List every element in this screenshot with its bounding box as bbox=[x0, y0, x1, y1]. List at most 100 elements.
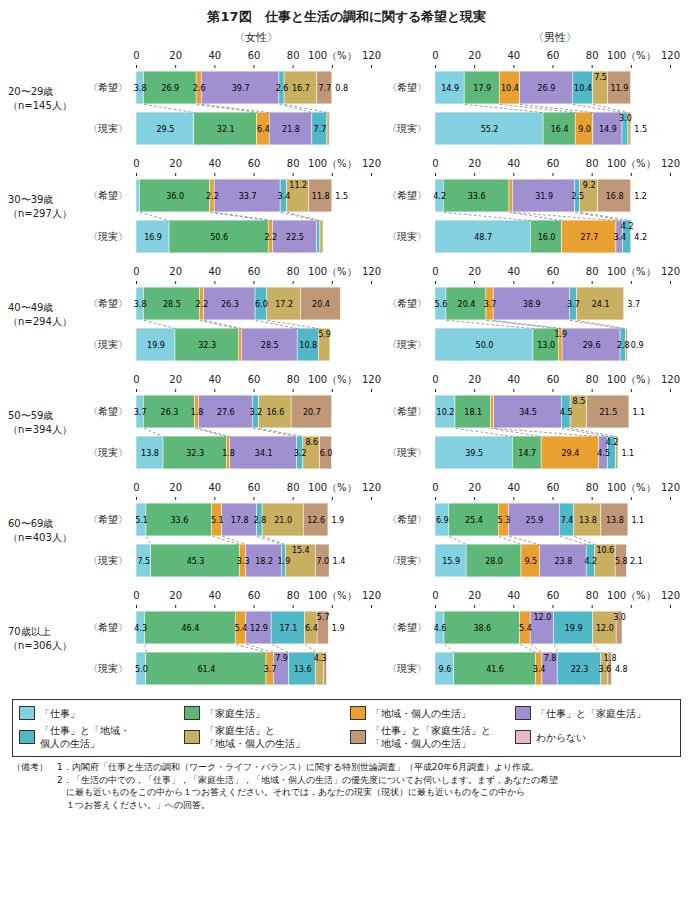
svg-text:3.4: 3.4 bbox=[533, 665, 546, 674]
svg-text:1.5: 1.5 bbox=[335, 192, 348, 201]
svg-text:60: 60 bbox=[547, 266, 560, 277]
svg-text:1.1: 1.1 bbox=[631, 516, 644, 525]
svg-text:11.8: 11.8 bbox=[312, 192, 330, 201]
svg-text:10.6: 10.6 bbox=[596, 546, 614, 555]
svg-text:1.8: 1.8 bbox=[191, 408, 204, 417]
svg-text:39.5: 39.5 bbox=[465, 449, 483, 458]
svg-text:120: 120 bbox=[661, 374, 680, 385]
svg-text:26.9: 26.9 bbox=[538, 84, 556, 93]
svg-text:32.3: 32.3 bbox=[186, 449, 204, 458]
svg-text:5.0: 5.0 bbox=[135, 665, 148, 674]
svg-text:60: 60 bbox=[547, 158, 560, 169]
svg-text:39.7: 39.7 bbox=[232, 84, 250, 93]
svg-text:20: 20 bbox=[169, 590, 182, 601]
svg-text:〈現実〉: 〈現実〉 bbox=[88, 231, 128, 242]
svg-text:5.3: 5.3 bbox=[498, 516, 511, 525]
svg-text:40: 40 bbox=[507, 158, 520, 169]
svg-text:29.5: 29.5 bbox=[156, 125, 174, 134]
svg-text:〈現実〉: 〈現実〉 bbox=[387, 231, 427, 242]
svg-text:120: 120 bbox=[661, 590, 680, 601]
svg-text:〈希望〉: 〈希望〉 bbox=[387, 82, 427, 93]
svg-text:33.7: 33.7 bbox=[239, 192, 257, 201]
svg-text:50.6: 50.6 bbox=[210, 233, 228, 242]
svg-text:〈希望〉: 〈希望〉 bbox=[88, 406, 128, 417]
svg-text:80: 80 bbox=[586, 590, 599, 601]
svg-text:100（%）: 100（%） bbox=[308, 590, 357, 601]
svg-text:31.9: 31.9 bbox=[535, 192, 553, 201]
svg-text:100（%）: 100（%） bbox=[607, 158, 656, 169]
svg-text:60: 60 bbox=[248, 590, 261, 601]
svg-text:2.2: 2.2 bbox=[196, 300, 209, 309]
svg-text:41.6: 41.6 bbox=[486, 665, 504, 674]
svg-text:26.9: 26.9 bbox=[161, 84, 179, 93]
svg-text:〈希望〉: 〈希望〉 bbox=[387, 406, 427, 417]
svg-text:29.4: 29.4 bbox=[562, 449, 580, 458]
svg-text:〈希望〉: 〈希望〉 bbox=[387, 190, 427, 201]
svg-text:12.0: 12.0 bbox=[596, 624, 614, 633]
svg-text:0: 0 bbox=[133, 374, 139, 385]
svg-text:2.2: 2.2 bbox=[264, 233, 277, 242]
svg-text:16.7: 16.7 bbox=[292, 84, 310, 93]
svg-text:16.6: 16.6 bbox=[266, 408, 284, 417]
svg-text:60: 60 bbox=[248, 482, 261, 493]
svg-text:45.3: 45.3 bbox=[187, 557, 205, 566]
svg-text:5.4: 5.4 bbox=[519, 624, 532, 633]
svg-text:0: 0 bbox=[133, 50, 139, 61]
svg-text:100（%）: 100（%） bbox=[308, 158, 357, 169]
svg-text:40: 40 bbox=[208, 158, 221, 169]
svg-text:27.6: 27.6 bbox=[217, 408, 235, 417]
svg-text:16.9: 16.9 bbox=[144, 233, 162, 242]
svg-text:33.6: 33.6 bbox=[468, 192, 486, 201]
svg-text:7.8: 7.8 bbox=[544, 654, 557, 663]
svg-text:40: 40 bbox=[507, 374, 520, 385]
svg-text:12.6: 12.6 bbox=[307, 516, 325, 525]
svg-text:3.7: 3.7 bbox=[627, 300, 640, 309]
svg-text:12.9: 12.9 bbox=[250, 624, 268, 633]
svg-text:〈現実〉: 〈現実〉 bbox=[387, 555, 427, 566]
svg-text:120: 120 bbox=[661, 50, 680, 61]
svg-text:13.8: 13.8 bbox=[141, 449, 159, 458]
svg-text:5.4: 5.4 bbox=[235, 624, 248, 633]
svg-text:1.1: 1.1 bbox=[621, 449, 634, 458]
svg-text:21.0: 21.0 bbox=[274, 516, 292, 525]
svg-text:27.7: 27.7 bbox=[580, 233, 598, 242]
svg-text:10.2: 10.2 bbox=[437, 408, 455, 417]
svg-text:15.9: 15.9 bbox=[442, 557, 460, 566]
svg-text:1.9: 1.9 bbox=[277, 557, 290, 566]
svg-text:2.1: 2.1 bbox=[630, 557, 643, 566]
svg-text:9.5: 9.5 bbox=[524, 557, 537, 566]
svg-text:1.1: 1.1 bbox=[632, 408, 645, 417]
svg-text:6.4: 6.4 bbox=[305, 624, 318, 633]
svg-text:29.6: 29.6 bbox=[583, 341, 601, 350]
svg-text:80: 80 bbox=[287, 50, 300, 61]
svg-text:3.7: 3.7 bbox=[567, 300, 580, 309]
svg-text:60: 60 bbox=[248, 374, 261, 385]
svg-text:20: 20 bbox=[169, 266, 182, 277]
svg-text:20: 20 bbox=[468, 482, 481, 493]
svg-text:100（%）: 100（%） bbox=[308, 374, 357, 385]
svg-text:4.8: 4.8 bbox=[615, 665, 628, 674]
svg-text:〈現実〉: 〈現実〉 bbox=[387, 123, 427, 134]
svg-text:100（%）: 100（%） bbox=[308, 50, 357, 61]
svg-text:14.9: 14.9 bbox=[599, 125, 617, 134]
svg-text:18.2: 18.2 bbox=[255, 557, 273, 566]
svg-text:40: 40 bbox=[507, 482, 520, 493]
svg-text:8.5: 8.5 bbox=[573, 397, 586, 406]
svg-text:40: 40 bbox=[507, 590, 520, 601]
svg-text:100（%）: 100（%） bbox=[607, 482, 656, 493]
svg-text:26.3: 26.3 bbox=[221, 300, 239, 309]
svg-text:40: 40 bbox=[208, 374, 221, 385]
svg-text:21.8: 21.8 bbox=[282, 125, 300, 134]
svg-text:10.4: 10.4 bbox=[574, 84, 592, 93]
svg-text:1.9: 1.9 bbox=[331, 516, 344, 525]
svg-text:38.9: 38.9 bbox=[523, 300, 541, 309]
svg-text:80: 80 bbox=[586, 158, 599, 169]
svg-text:5.6: 5.6 bbox=[435, 300, 448, 309]
svg-text:40: 40 bbox=[208, 266, 221, 277]
svg-text:7.9: 7.9 bbox=[275, 654, 288, 663]
svg-text:50.0: 50.0 bbox=[476, 341, 494, 350]
svg-text:34.5: 34.5 bbox=[519, 408, 537, 417]
svg-text:6.0: 6.0 bbox=[320, 449, 333, 458]
svg-text:120: 120 bbox=[661, 482, 680, 493]
svg-text:3.2: 3.2 bbox=[294, 449, 307, 458]
